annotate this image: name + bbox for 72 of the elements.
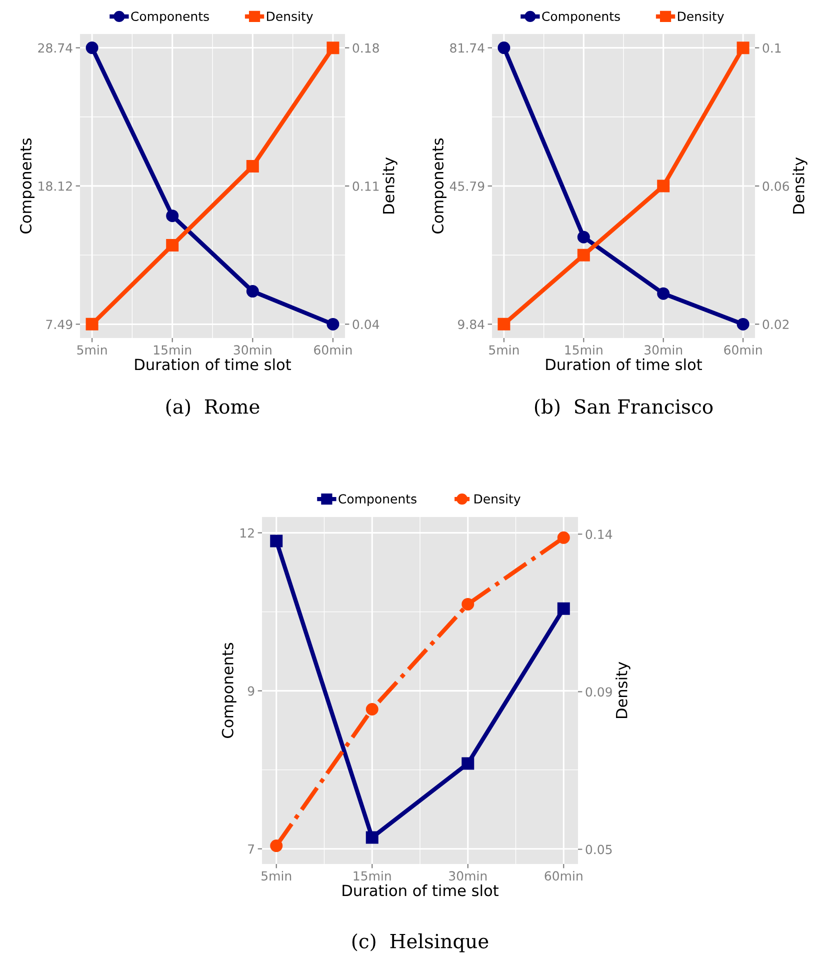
- y-tick-label: 7.49: [46, 320, 72, 330]
- point: [166, 210, 179, 222]
- point: [462, 598, 474, 610]
- x-tick-label: 30min: [449, 870, 487, 881]
- point: [326, 318, 340, 330]
- point: [366, 831, 378, 844]
- point: [462, 757, 474, 770]
- text: (b) San Francisco: [534, 398, 713, 417]
- point: [577, 230, 590, 244]
- x-tick-label: 5min: [77, 344, 107, 355]
- point: [366, 702, 378, 716]
- x-axis-title: Duration of time slot: [342, 884, 498, 896]
- point: [270, 840, 283, 852]
- point: [736, 318, 750, 330]
- y-tick-label: 45.79: [450, 181, 484, 191]
- point: [498, 42, 510, 54]
- x-tick-label: 15min: [154, 344, 192, 355]
- y-tick-label: 81.74: [450, 43, 484, 53]
- y-tick-label: 9.84: [458, 320, 484, 330]
- point: [557, 531, 570, 544]
- y2-tick-label: 0.14: [586, 530, 612, 540]
- x-tick-label: 5min: [262, 870, 292, 881]
- x-tick-label: 15min: [354, 870, 391, 881]
- y2-tick-label: 0.1: [762, 43, 781, 53]
- point: [86, 42, 98, 54]
- y-tick-label: 9: [248, 686, 254, 696]
- point: [557, 602, 570, 615]
- point: [270, 534, 283, 548]
- y2-tick-label: 0.05: [586, 844, 612, 854]
- y2-axis-title: Density: [616, 662, 630, 718]
- x-tick-label: 5min: [489, 344, 519, 355]
- point: [657, 180, 670, 192]
- point: [498, 318, 510, 330]
- legend-label: Density: [474, 494, 520, 506]
- y2-tick-label: 0.11: [352, 181, 379, 191]
- point: [246, 285, 259, 298]
- point: [246, 160, 259, 173]
- x-tick-label: 60min: [314, 344, 352, 355]
- point: [86, 318, 98, 330]
- point: [736, 42, 750, 54]
- legend-label: Components: [338, 494, 416, 506]
- legend-label: Components: [131, 12, 209, 24]
- point: [657, 287, 670, 300]
- legend-label: Components: [542, 12, 620, 24]
- y-tick-label: 7: [248, 844, 254, 854]
- y-axis-title: Components: [20, 138, 34, 234]
- x-axis-title: Duration of time slot: [135, 358, 291, 370]
- x-tick-label: 60min: [724, 344, 762, 355]
- y-axis-title: Components: [222, 642, 236, 738]
- x-tick-label: 30min: [234, 344, 272, 355]
- y-tick-label: 18.12: [38, 181, 72, 191]
- point: [166, 238, 179, 252]
- y2-tick-label: 0.18: [352, 43, 379, 53]
- legend-label: Density: [267, 11, 313, 24]
- point: [577, 248, 590, 262]
- y2-tick-label: 0.04: [352, 320, 380, 330]
- y2-tick-label: 0.02: [762, 320, 789, 330]
- text: (c) Helsinque: [352, 933, 488, 952]
- legend-label: Density: [678, 11, 724, 24]
- text: (a) Rome: [166, 398, 260, 417]
- y2-tick-label: 0.09: [586, 687, 612, 697]
- point: [326, 42, 340, 54]
- y2-axis-title: Density: [792, 157, 808, 214]
- y-tick-label: 12: [240, 528, 254, 538]
- x-tick-label: 15min: [565, 344, 602, 355]
- y-axis-title: Components: [432, 138, 446, 234]
- x-tick-label: 30min: [644, 344, 682, 355]
- y2-axis-title: Density: [382, 157, 398, 214]
- x-axis-title: Duration of time slot: [546, 358, 702, 370]
- x-tick-label: 60min: [544, 870, 582, 881]
- y-tick-label: 28.74: [38, 43, 72, 53]
- y2-tick-label: 0.06: [762, 181, 789, 191]
